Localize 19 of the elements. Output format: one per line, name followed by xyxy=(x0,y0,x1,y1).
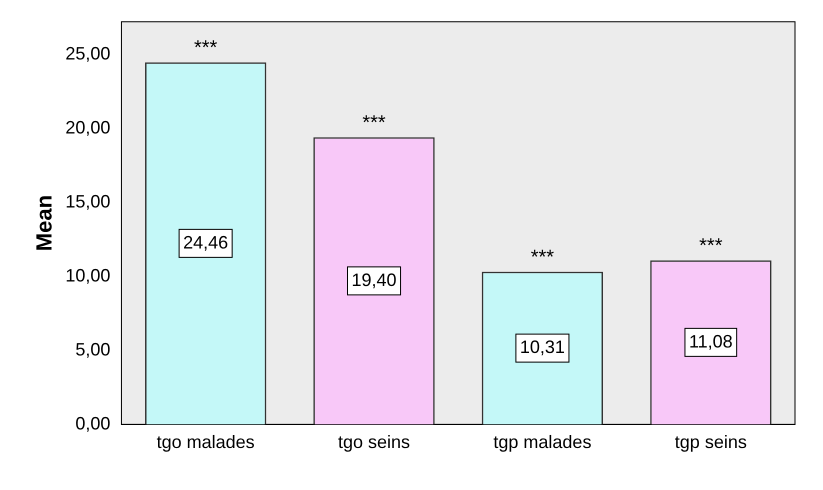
y-tick-label: 15,00 xyxy=(65,191,110,212)
y-axis-title: Mean xyxy=(31,194,56,252)
x-tick-label: tgo malades xyxy=(156,432,255,452)
data-label: 19,40 xyxy=(352,270,397,290)
annotation: *** xyxy=(194,36,218,59)
y-tick-label: 10,00 xyxy=(65,265,110,286)
y-tick-label: 20,00 xyxy=(65,117,110,138)
y-tick-label: 25,00 xyxy=(65,43,110,64)
annotation: *** xyxy=(530,246,554,268)
annotation: *** xyxy=(362,112,386,134)
x-tick-label: tgp malades xyxy=(493,432,592,452)
data-label: 24,46 xyxy=(183,232,228,252)
x-tick-label: tgp seins xyxy=(674,432,747,452)
annotation: *** xyxy=(699,234,723,257)
x-tick-label: tgo seins xyxy=(338,432,410,452)
y-tick-label: 5,00 xyxy=(75,339,110,360)
data-label: 11,08 xyxy=(688,331,733,352)
data-label: 10,31 xyxy=(520,337,565,358)
y-tick-label: 0,00 xyxy=(75,413,110,434)
